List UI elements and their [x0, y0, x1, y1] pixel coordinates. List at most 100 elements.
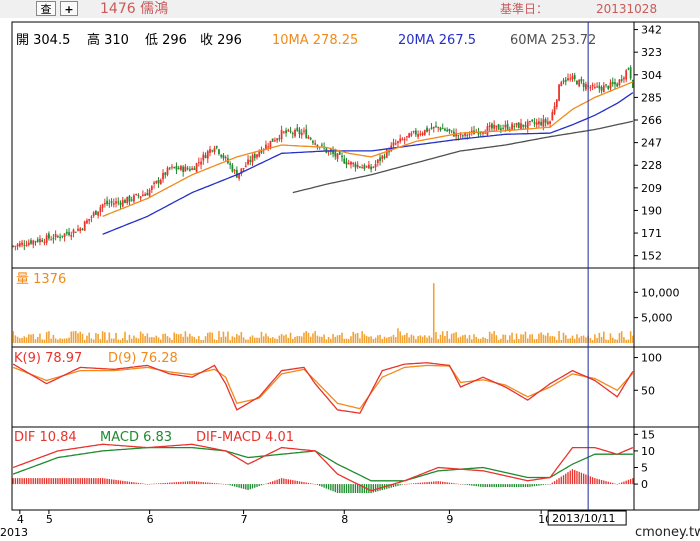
candle-body	[618, 79, 621, 86]
volume-bar	[585, 337, 587, 343]
candle-body	[320, 144, 323, 146]
candle-body	[182, 166, 185, 173]
candle-body	[372, 166, 375, 168]
volume-bar	[215, 339, 218, 343]
osc-bar	[453, 483, 455, 485]
volume-bar	[220, 337, 222, 343]
candle-body	[352, 162, 355, 165]
osc-bar	[119, 480, 122, 485]
osc-bar	[430, 481, 433, 485]
volume-bar	[511, 332, 513, 343]
osc-bar	[166, 482, 169, 485]
volume-bar	[426, 337, 428, 343]
candle-body	[56, 236, 59, 238]
osc-bar	[220, 483, 222, 485]
volume-bar	[567, 338, 569, 343]
volume-bar	[303, 332, 305, 343]
volume-bars	[12, 283, 634, 343]
candle-body	[242, 168, 245, 170]
osc-bar	[531, 484, 533, 487]
candle-body	[177, 167, 180, 170]
volume-bar	[336, 335, 339, 343]
candle-body	[511, 123, 513, 130]
candle-body	[531, 119, 534, 122]
candlesticks	[12, 65, 634, 251]
candle-body	[184, 166, 187, 172]
candle-body	[155, 180, 158, 184]
osc-bar	[90, 478, 93, 485]
osc-bar	[399, 484, 401, 486]
volume-bar	[497, 339, 500, 343]
candle-body	[343, 158, 346, 164]
candle-body	[392, 142, 395, 146]
osc-bar	[312, 483, 314, 485]
volume-bar	[513, 339, 516, 343]
osc-bar	[148, 483, 151, 485]
osc-bar	[195, 481, 198, 485]
volume-bar	[542, 334, 545, 343]
add-button[interactable]: +	[60, 1, 78, 16]
osc-bar	[164, 482, 166, 485]
candle-body	[99, 207, 102, 213]
ma20-line	[102, 92, 634, 235]
osc-bar	[16, 478, 19, 485]
candle-body	[544, 119, 547, 123]
candle-body	[567, 78, 569, 81]
candle-body	[464, 132, 466, 136]
osc-bar	[191, 481, 193, 485]
osc-bar	[72, 478, 75, 485]
candle-body	[607, 85, 610, 89]
volume-bar	[222, 331, 225, 343]
osc-bar	[117, 480, 119, 485]
osc-bar	[419, 482, 421, 485]
candle-body	[491, 123, 493, 129]
ma10-line	[102, 81, 634, 218]
macd-tick-label: 5	[641, 462, 648, 475]
candle-body	[461, 135, 464, 137]
volume-bar	[242, 337, 245, 343]
osc-bar	[632, 478, 634, 485]
candle-body	[593, 86, 596, 88]
osc-bar	[603, 480, 605, 485]
candle-body	[276, 138, 279, 141]
volume-bar	[627, 339, 630, 343]
ma10-value: 10MA 278.25	[272, 33, 359, 48]
osc-bar	[426, 482, 428, 485]
volume-bar	[153, 337, 155, 343]
osc-bar	[301, 481, 303, 485]
volume-bar	[180, 333, 182, 343]
query-button[interactable]: 查	[36, 1, 56, 16]
volume-bar	[448, 338, 451, 343]
volume-bar	[562, 332, 565, 343]
candle-body	[524, 125, 527, 127]
volume-bar	[356, 332, 359, 343]
osc-bar	[285, 478, 287, 485]
volume-bar	[457, 337, 460, 343]
candle-body	[582, 82, 585, 87]
candle-body	[101, 204, 104, 208]
volume-bar	[267, 336, 269, 343]
osc-bar	[345, 484, 348, 494]
osc-bar	[12, 478, 14, 485]
candle-body	[602, 85, 605, 93]
osc-bar	[444, 482, 446, 485]
osc-bar	[238, 484, 240, 488]
candle-body	[303, 130, 305, 132]
volume-bar	[316, 335, 319, 343]
candle-body	[611, 81, 614, 85]
candle-body	[419, 133, 422, 135]
osc-bar	[23, 478, 25, 485]
candle-body	[119, 202, 122, 205]
volume-bar	[535, 338, 538, 343]
candle-body	[25, 245, 28, 247]
volume-bar	[184, 331, 187, 343]
osc-bar	[314, 484, 316, 485]
osc-bar	[32, 478, 34, 485]
osc-bar	[491, 484, 493, 488]
volume-bar	[504, 334, 507, 343]
x-tick-label: 5	[46, 513, 53, 526]
osc-bar	[529, 484, 531, 487]
volume-bar	[171, 339, 173, 343]
osc-bar	[202, 482, 204, 485]
